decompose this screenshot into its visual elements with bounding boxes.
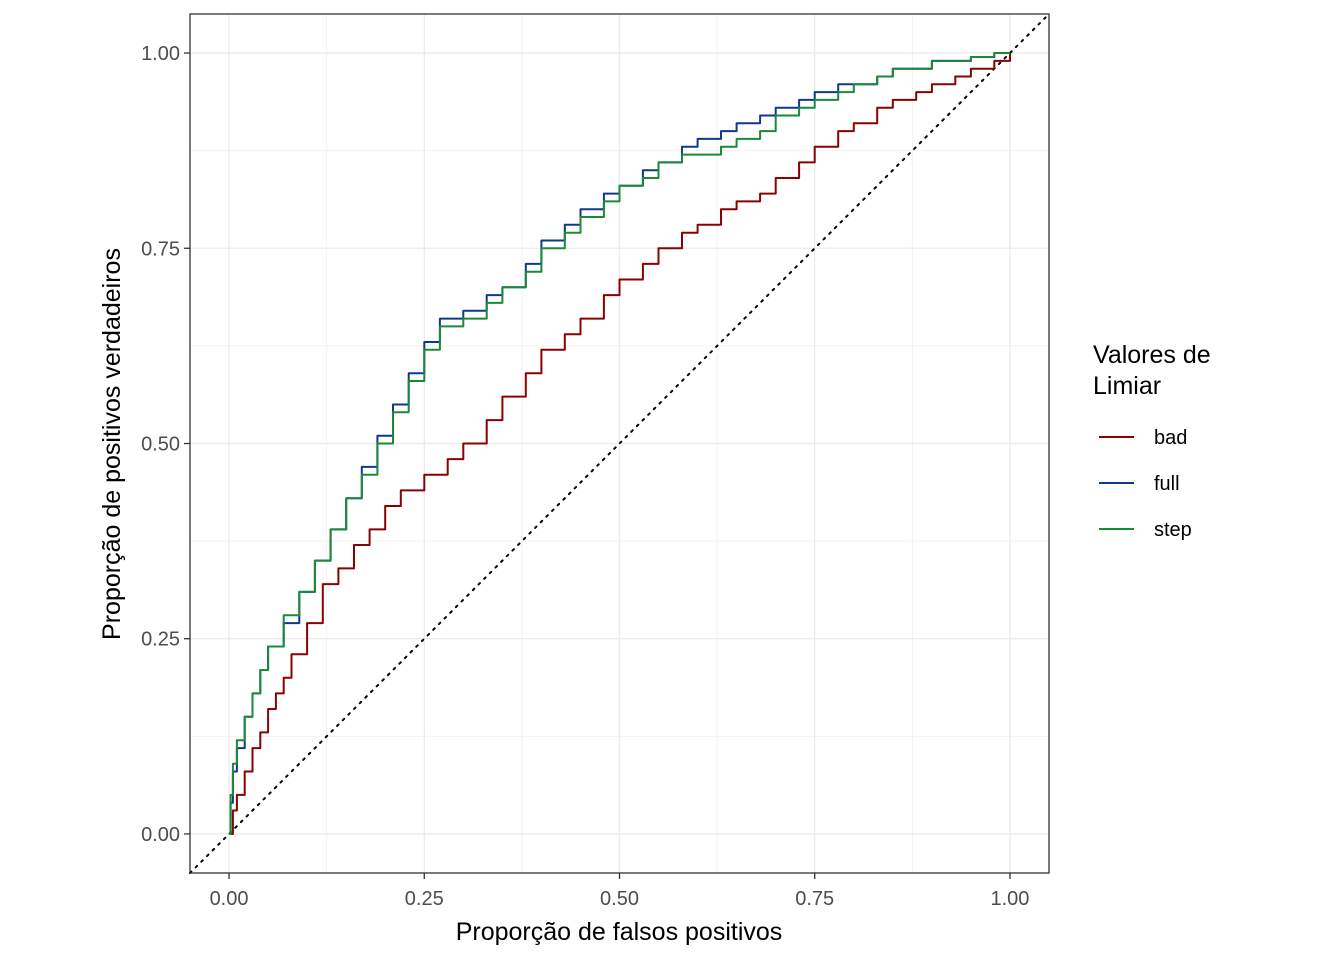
y-tick-label: 0.25 xyxy=(141,629,180,651)
x-tick-label: 0.25 xyxy=(405,888,444,910)
x-tick-label: 1.00 xyxy=(990,888,1029,910)
reference-diagonal-line xyxy=(189,13,1050,874)
y-tick-label: 0.00 xyxy=(141,824,180,846)
y-axis-title: Proporção de positivos verdadeiros xyxy=(98,248,126,640)
y-tick-label: 0.75 xyxy=(141,238,180,260)
y-tick-label: 1.00 xyxy=(141,43,180,65)
series-layer xyxy=(229,52,1011,835)
legend-label-full: full xyxy=(1154,473,1180,495)
legend-label-step: step xyxy=(1154,519,1192,541)
x-tick-label: 0.00 xyxy=(210,888,249,910)
legend-label-bad: bad xyxy=(1154,427,1187,449)
legend-title-line-2: Limiar xyxy=(1093,372,1161,400)
legend-items: bad full step xyxy=(1099,427,1192,541)
legend-title-line-1: Valores de xyxy=(1093,341,1211,369)
series-line-step xyxy=(229,52,1010,835)
x-axis-ticks: 0.00 0.25 0.50 0.75 1.00 xyxy=(210,873,1029,910)
y-axis-ticks: 0.00 0.25 0.50 0.75 1.00 xyxy=(141,43,190,846)
series-line-bad xyxy=(229,53,1011,835)
y-tick-label: 0.50 xyxy=(141,434,180,456)
legend: Valores de Limiar bad full step xyxy=(1093,341,1211,541)
x-tick-label: 0.75 xyxy=(795,888,834,910)
x-axis-title: Proporção de falsos positivos xyxy=(456,918,783,946)
x-tick-label: 0.50 xyxy=(600,888,639,910)
plot-panel xyxy=(189,13,1050,874)
